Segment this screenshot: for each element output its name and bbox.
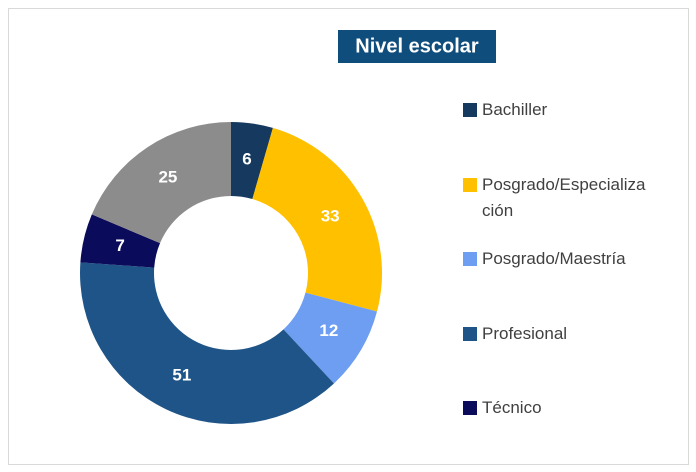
legend-swatch bbox=[463, 252, 477, 266]
data-label: 12 bbox=[319, 321, 338, 340]
legend-label: Profesional bbox=[482, 323, 568, 343]
data-label: 33 bbox=[321, 206, 340, 225]
legend-label: Posgrado/Maestría bbox=[482, 249, 626, 268]
legend-swatch bbox=[463, 401, 477, 415]
data-label: 6 bbox=[242, 150, 251, 169]
legend-swatch bbox=[463, 177, 477, 192]
title-box bbox=[338, 30, 496, 63]
donut-slice bbox=[80, 262, 334, 424]
donut-slice bbox=[91, 122, 232, 244]
legend-entry: Bachiller bbox=[463, 97, 688, 123]
legend-entry: Profesional bbox=[463, 321, 688, 347]
chart-title: Nivel escolar bbox=[355, 35, 479, 57]
donut-slice bbox=[80, 214, 161, 268]
legend-label: Posgrado/Especialización bbox=[482, 174, 646, 220]
data-label: 51 bbox=[172, 365, 191, 384]
legend-label: Técnico bbox=[482, 398, 542, 417]
data-label: 25 bbox=[158, 168, 177, 187]
legend-entry: Posgrado/Especialización bbox=[463, 172, 688, 224]
donut-slice bbox=[252, 127, 382, 312]
legend-label: Bachiller bbox=[482, 100, 548, 119]
legend-swatch bbox=[463, 103, 477, 117]
donut-slice bbox=[283, 292, 378, 384]
legend-swatch bbox=[463, 326, 477, 341]
legend-entry: Posgrado/Maestría bbox=[463, 246, 688, 272]
data-label: 7 bbox=[115, 236, 124, 255]
legend-entry: Técnico bbox=[463, 395, 688, 421]
donut-slice bbox=[231, 122, 273, 200]
